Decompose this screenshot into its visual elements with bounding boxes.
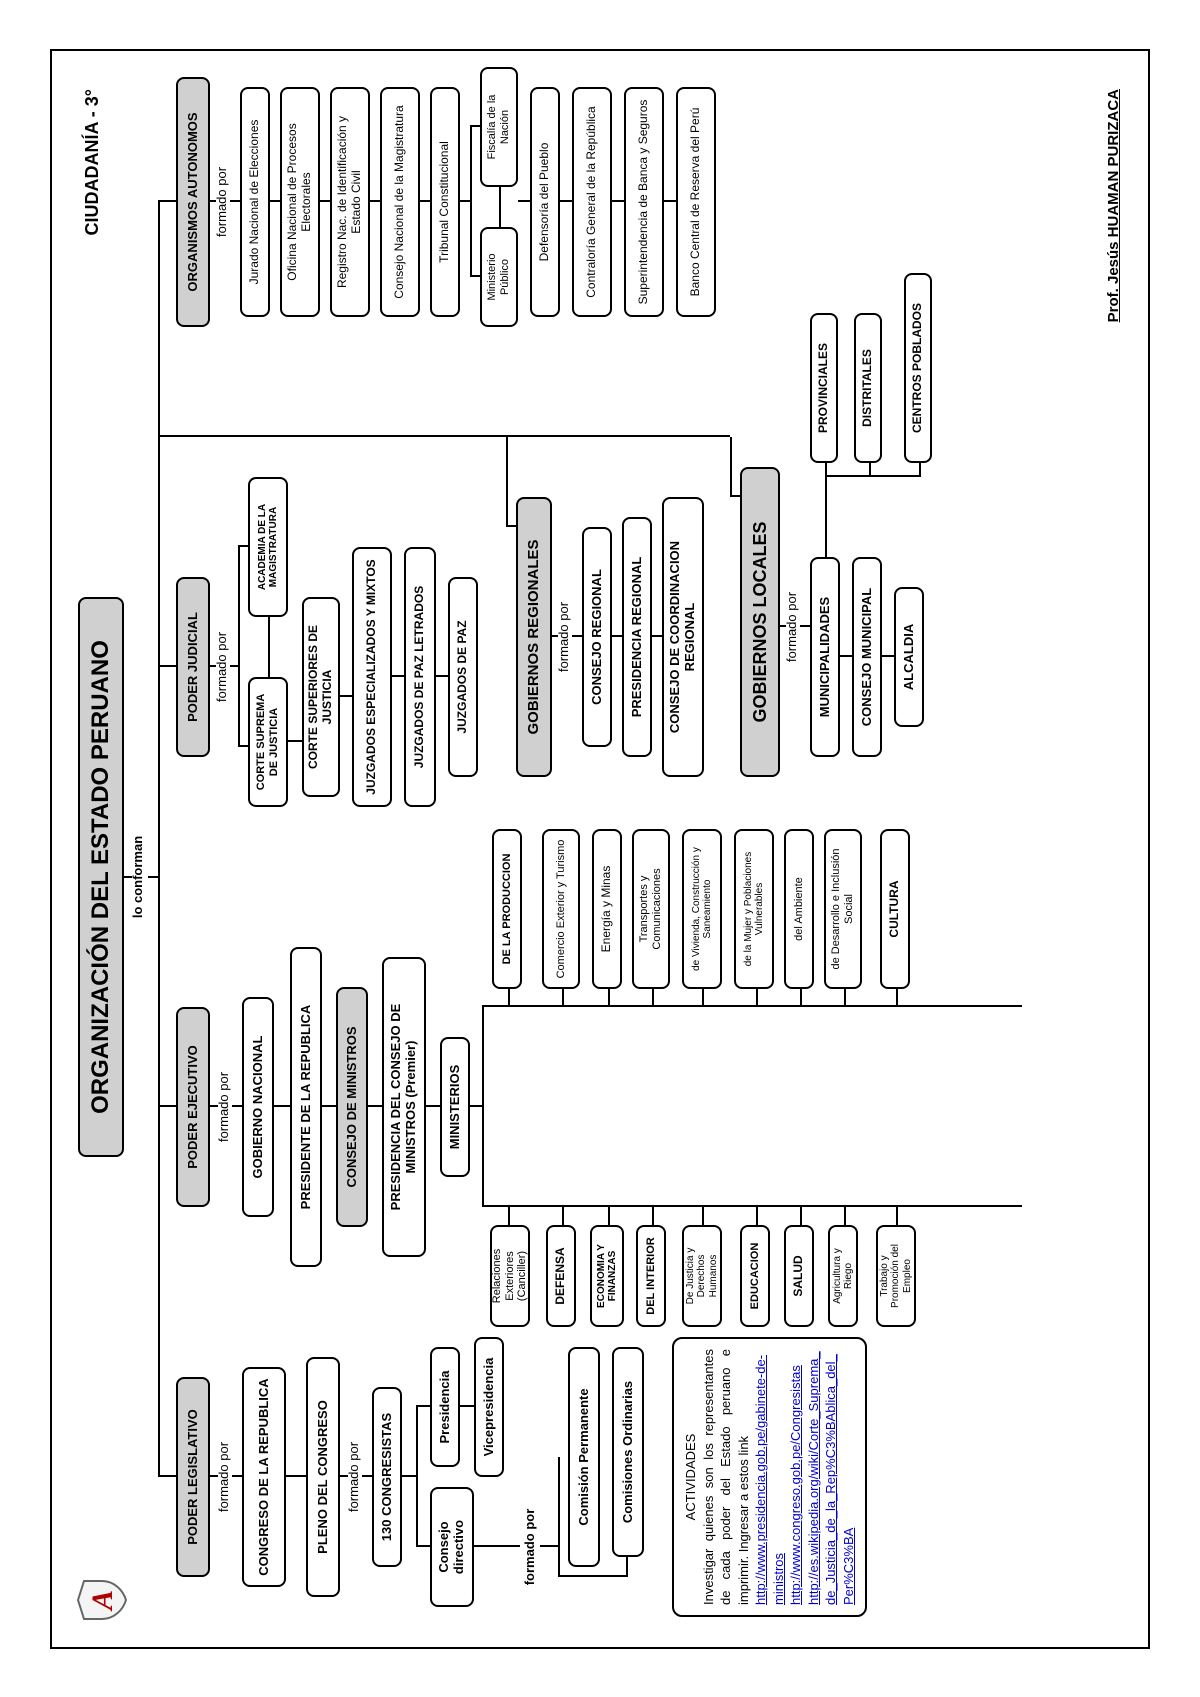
reniec-box: Registro Nac. de Identificación y Estado… xyxy=(330,87,370,317)
min-mujer-box: de la Mujer y Poblaciones Vulnerables xyxy=(734,829,774,989)
min-trabajo-box: Trabajo y Promoción del Empleo xyxy=(876,1225,916,1327)
coordinacion-regional-box: CONSEJO DE COORDINACION REGIONAL xyxy=(662,497,704,777)
formado-por-label: formado por xyxy=(216,1067,231,1147)
min-produccion-box: DE LA PRODUCCION xyxy=(492,829,522,989)
formado-por-label: formado por xyxy=(784,587,799,667)
jne-box: Jurado Nacional de Elecciones xyxy=(240,87,270,317)
congreso-box: CONGRESO DE LA REPUBLICA xyxy=(242,1367,286,1587)
conforman-label: lo conforman xyxy=(130,817,145,937)
min-cultura-box: CULTURA xyxy=(880,829,910,989)
tc-box: Tribunal Constitucional xyxy=(430,87,460,317)
pleno-box: PLENO DEL CONGRESO xyxy=(306,1357,340,1597)
presidencia-box: Presidencia xyxy=(430,1347,460,1467)
activities-link-2[interactable]: http://www.congreso.gob.pe/Congresistas xyxy=(788,1365,803,1605)
gobiernos-regionales-title: GOBIERNOS REGIONALES xyxy=(516,497,552,777)
min-defensa-box: DEFENSA xyxy=(546,1225,576,1327)
min-salud-box: SALUD xyxy=(784,1225,814,1327)
contraloria-box: Contraloría General de la República xyxy=(572,87,612,317)
min-economia-box: ECONOMIA Y FINANZAS xyxy=(590,1225,624,1327)
gobiernos-locales-title: GOBIERNOS LOCALES xyxy=(740,467,780,777)
min-interior-box: DEL INTERIOR xyxy=(636,1225,666,1327)
comision-permanente-box: Comisión Permanente xyxy=(568,1347,600,1567)
page-rotated-container: A CIUDADANÍA - 3° ORGANIZACIÓN DEL ESTAD… xyxy=(50,49,1150,1649)
presidente-box: PRESIDENTE DE LA REPUBLICA xyxy=(290,947,322,1267)
juzgados-esp-box: JUZGADOS ESPECIALIZADOS Y MIXTOS xyxy=(352,547,392,807)
ejecutivo-title: PODER EJECUTIVO xyxy=(176,1007,210,1207)
consejo-directivo-box: Consejo directivo xyxy=(430,1487,474,1607)
academia-box: ACADEMIA DE LA MAGISTRATURA xyxy=(248,477,288,617)
onpe-box: Oficina Nacional de Procesos Electorales xyxy=(280,87,320,317)
activities-panel: ACTIVIDADES Investigar quienes son los r… xyxy=(672,1337,867,1617)
min-justicia-box: De Justicia y Derechos Humanos xyxy=(682,1225,722,1327)
comisiones-ordinarias-box: Comisiones Ordinarias xyxy=(612,1347,644,1557)
gobierno-nacional-box: GOBIERNO NACIONAL xyxy=(242,997,274,1217)
min-vivienda-box: de Vivienda, Construcción y Saneamiento xyxy=(682,829,722,989)
autonomos-title: ORGANISMOS AUTONOMOS xyxy=(176,77,210,327)
alcaldia-box: ALCALDIA xyxy=(894,587,924,727)
corte-superiores-box: CORTE SUPERIORES DE JUSTICIA xyxy=(302,597,340,797)
distritales-box: DISTRITALES xyxy=(854,313,882,463)
bcr-box: Banco Central de Reserva del Perú xyxy=(676,87,716,317)
ministerios-box: MINISTERIOS xyxy=(440,1037,470,1177)
formado-por-label: formado por xyxy=(346,1437,361,1517)
professor-label: Prof. Jesús HUAMAN PURIZACA xyxy=(1105,89,1122,322)
formado-por-label: formado por xyxy=(556,597,571,677)
min-transportes-box: Transportes y Comunicaciones xyxy=(632,829,670,989)
legislativo-title: PODER LEGISLATIVO xyxy=(176,1377,210,1577)
cnm-box: Consejo Nacional de la Magistratura xyxy=(380,87,420,317)
min-energia-box: Energía y Minas xyxy=(592,829,622,989)
formado-por-label: formado por xyxy=(216,1437,231,1517)
municipalidades-box: MUNICIPALIDADES xyxy=(810,557,840,757)
provinciales-box: PROVINCIALES xyxy=(810,313,838,463)
formado-por-label: formado por xyxy=(214,162,229,242)
vicepresidencia-box: Vicepresidencia xyxy=(474,1337,504,1477)
juzgados-paz-box: JUZGADOS DE PAZ xyxy=(448,577,478,777)
min-comercio-box: Comercio Exterior y Turismo xyxy=(542,829,580,989)
congresistas-box: 130 CONGRESISTAS xyxy=(372,1387,402,1567)
min-desarrollo-box: de Desarrollo e Inclusión Social xyxy=(824,829,862,989)
svg-text:A: A xyxy=(86,1589,119,1611)
juzgados-paz-letrados-box: JUZGADOS DE PAZ LETRADOS xyxy=(404,547,436,807)
consejo-ministros-box: CONSEJO DE MINISTROS xyxy=(336,987,368,1227)
judicial-title: PODER JUDICIAL xyxy=(176,577,210,757)
fiscalia-box: Fiscalía de la Nación xyxy=(480,67,518,187)
min-relaciones-box: Relaciones Exteriores (Canciller) xyxy=(490,1225,530,1327)
defensoria-box: Defensoría del Pueblo xyxy=(530,87,560,317)
shield-logo-icon: A xyxy=(76,1577,128,1623)
consejo-municipal-box: CONSEJO MUNICIPAL xyxy=(852,557,882,757)
premier-box: PRESIDENCIA DEL CONSEJO DE MINISTROS (Pr… xyxy=(382,957,426,1257)
activities-link-1[interactable]: http://www.presidencia.gob.pe/gabinete-d… xyxy=(753,1354,786,1604)
formado-por-label: formado por xyxy=(522,1507,537,1587)
min-educacion-box: EDUCACION xyxy=(740,1225,770,1327)
consejo-regional-box: CONSEJO REGIONAL xyxy=(582,527,612,747)
activities-heading: ACTIVIDADES xyxy=(682,1349,700,1605)
subject-label: CIUDADANÍA - 3° xyxy=(82,89,103,236)
min-agricultura-box: Agricultura y Riego xyxy=(828,1225,858,1327)
activities-text: Investigar quienes son los representante… xyxy=(700,1349,753,1605)
corte-suprema-box: CORTE SUPREMA DE JUSTICIA xyxy=(248,677,288,807)
mp-box: Ministerio Público xyxy=(480,227,518,327)
sbs-box: Superintendencia de Banca y Seguros xyxy=(624,87,664,317)
min-ambiente-box: del Ambiente xyxy=(784,829,814,989)
activities-link-3[interactable]: http://es.wikipedia.org/wiki/Corte_Supre… xyxy=(806,1351,856,1605)
formado-por-label: formado por xyxy=(214,627,229,707)
presidencia-regional-box: PRESIDENCIA REGIONAL xyxy=(622,517,652,757)
centros-poblados-box: CENTROS POBLADOS xyxy=(904,273,932,463)
main-title: ORGANIZACIÓN DEL ESTADO PERUANO xyxy=(78,597,124,1157)
